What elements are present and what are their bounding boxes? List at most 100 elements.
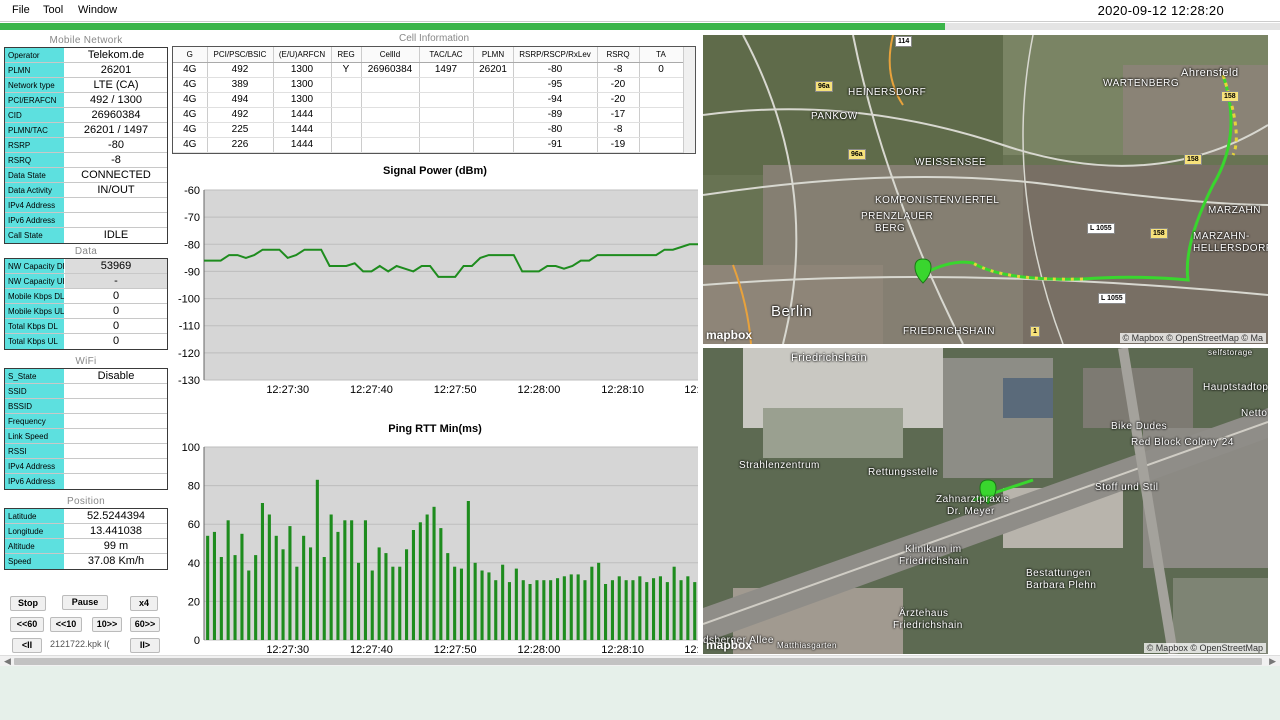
forward-60-button[interactable]: 60>> xyxy=(130,617,160,632)
data-row: NW Capacity DL 53969 xyxy=(5,259,167,274)
ping-bar xyxy=(514,568,518,640)
x-tick-label: 12:27:40 xyxy=(350,644,393,656)
pause-button[interactable]: Pause xyxy=(62,595,108,610)
scroll-left-icon[interactable]: ◀ xyxy=(4,656,11,666)
wifi-title: WiFi xyxy=(75,356,97,367)
field-value: 0 xyxy=(112,290,120,302)
ping-bar xyxy=(370,570,374,640)
x-tick-label: 12:28:10 xyxy=(601,644,644,656)
ping-bar xyxy=(507,582,511,640)
menu-file[interactable]: File xyxy=(12,4,30,16)
cell-column-header: G xyxy=(173,47,208,63)
prev-file-button[interactable]: <II xyxy=(12,638,42,653)
city-overview-map[interactable]: Ahrensfeld WARTENBERG HEINERSDORF PANKOW… xyxy=(703,35,1268,344)
ping-chart-title: Ping RTT Min(ms) xyxy=(388,423,482,435)
cell-table-cell: -19 xyxy=(597,137,640,153)
next-file-button[interactable]: II> xyxy=(130,638,160,653)
stop-button[interactable]: Stop xyxy=(10,596,46,611)
field-label: BSSID xyxy=(5,399,65,413)
ping-bar xyxy=(295,566,299,640)
map1-label: KOMPONISTENVIERTEL xyxy=(875,195,1000,206)
signal-chart-title: Signal Power (dBm) xyxy=(383,165,487,177)
wifi-row: IPv6 Address xyxy=(5,474,167,489)
cell-table-cell xyxy=(473,107,514,123)
cell-table-cell: -80 xyxy=(513,122,598,138)
scroll-right-icon[interactable]: ▶ xyxy=(1269,656,1276,666)
scrollbar-thumb[interactable] xyxy=(14,658,1262,665)
menu-window[interactable]: Window xyxy=(78,4,118,16)
ping-bar xyxy=(466,501,470,640)
field-label: Data State xyxy=(5,168,65,182)
cell-table-row[interactable]: 4G 389 1300 -95 -20 xyxy=(173,77,684,93)
map1-label: WARTENBERG xyxy=(1103,78,1180,89)
ping-bar xyxy=(274,535,278,640)
field-value: Disable xyxy=(97,370,135,382)
back-60-button[interactable]: <<60 xyxy=(10,617,44,632)
cell-table-scrollbar[interactable] xyxy=(683,47,695,153)
mobile-row: Network type LTE (CA) xyxy=(5,78,167,93)
map2-attribution[interactable]: © Mapbox © OpenStreetMap xyxy=(1143,643,1266,653)
y-tick-label: 20 xyxy=(188,596,200,608)
cell-table-cell: 1444 xyxy=(273,107,332,123)
cell-table-cell: -95 xyxy=(513,77,598,93)
ping-bar xyxy=(260,503,264,640)
menu-tool[interactable]: Tool xyxy=(43,4,64,16)
map1-attribution[interactable]: © Mapbox © OpenStreetMap © Ma xyxy=(1119,333,1266,343)
ping-bar xyxy=(528,584,532,640)
field-label: Mobile Kbps DL xyxy=(5,289,65,303)
ping-bar xyxy=(556,578,560,640)
cell-table-cell: 494 xyxy=(207,92,274,108)
cell-table-row[interactable]: 4G 225 1444 -80 -8 xyxy=(173,122,684,138)
cell-table-cell xyxy=(473,92,514,108)
cell-table-cell: -8 xyxy=(597,122,640,138)
position-row: Longitude 13.441038 xyxy=(5,524,167,539)
cell-table-cell xyxy=(361,77,420,93)
ping-bar xyxy=(576,574,580,640)
ping-bar xyxy=(658,576,662,640)
field-value: IN/OUT xyxy=(97,184,135,196)
field-label: Network type xyxy=(5,78,65,92)
position-title: Position xyxy=(67,496,105,507)
speed-button[interactable]: x4 xyxy=(130,596,158,611)
ping-chart-svg: 0 20 40 60 80 100 12:27:30 12:27:40 12:27:50 12:2… xyxy=(182,442,698,656)
cell-table-cell xyxy=(361,137,420,153)
cell-table-cell: 4G xyxy=(173,122,208,138)
left-info-panel: Mobile Network Operator Telekom.de PLMN 262… xyxy=(4,34,168,654)
road-shield: 96a xyxy=(848,149,866,160)
field-value xyxy=(65,444,167,458)
ping-bar xyxy=(357,562,361,640)
cell-table-cell: 0 xyxy=(639,62,684,78)
back-10-button[interactable]: <<10 xyxy=(50,617,82,632)
cell-table-row[interactable]: 4G 494 1300 -94 -20 xyxy=(173,92,684,108)
street-detail-map[interactable]: Friedrichshain selfstorage Hauptstadtope… xyxy=(703,348,1268,654)
cell-table-cell xyxy=(639,137,684,153)
field-label: CID xyxy=(5,108,65,122)
ping-bar xyxy=(535,580,539,640)
horizontal-scrollbar[interactable]: ◀ ▶ xyxy=(0,655,1280,666)
x-tick-label: 12:27:30 xyxy=(266,384,309,396)
map1-label: WEISSENSEE xyxy=(915,157,987,168)
playback-progress-bar[interactable] xyxy=(0,23,1280,30)
x-tick-label: 12:27:50 xyxy=(434,644,477,656)
cell-table-row[interactable]: 4G 492 1300 Y 26960384 1497 26201 -80 -8 0 xyxy=(173,62,684,78)
forward-10-button[interactable]: 10>> xyxy=(92,617,122,632)
ping-bar xyxy=(665,582,669,640)
ping-bar xyxy=(281,549,285,640)
ping-bar xyxy=(583,580,587,640)
field-value xyxy=(65,459,167,473)
field-value: LTE (CA) xyxy=(93,79,139,91)
mapbox-logo[interactable]: mapbox xyxy=(706,328,753,342)
map1-label: MARZAHN- xyxy=(1193,231,1250,242)
cell-table-row[interactable]: 4G 226 1444 -91 -19 xyxy=(173,137,684,153)
cell-table-cell xyxy=(639,107,684,123)
ping-bar xyxy=(329,514,333,640)
cell-table-row[interactable]: 4G 492 1444 -89 -17 xyxy=(173,107,684,123)
cell-table-cell: 26201 xyxy=(473,62,514,78)
x-tick-label: 12:28 xyxy=(684,384,698,396)
ping-bar xyxy=(405,549,409,640)
y-tick-label: -100 xyxy=(178,294,200,306)
datetime-display: 2020-09-12 12:28:20 xyxy=(1097,3,1224,18)
map2-label: Netto M xyxy=(1241,408,1268,419)
mapbox-logo[interactable]: mapbox xyxy=(706,638,753,652)
position-row: Latitude 52.5244394 xyxy=(5,509,167,524)
